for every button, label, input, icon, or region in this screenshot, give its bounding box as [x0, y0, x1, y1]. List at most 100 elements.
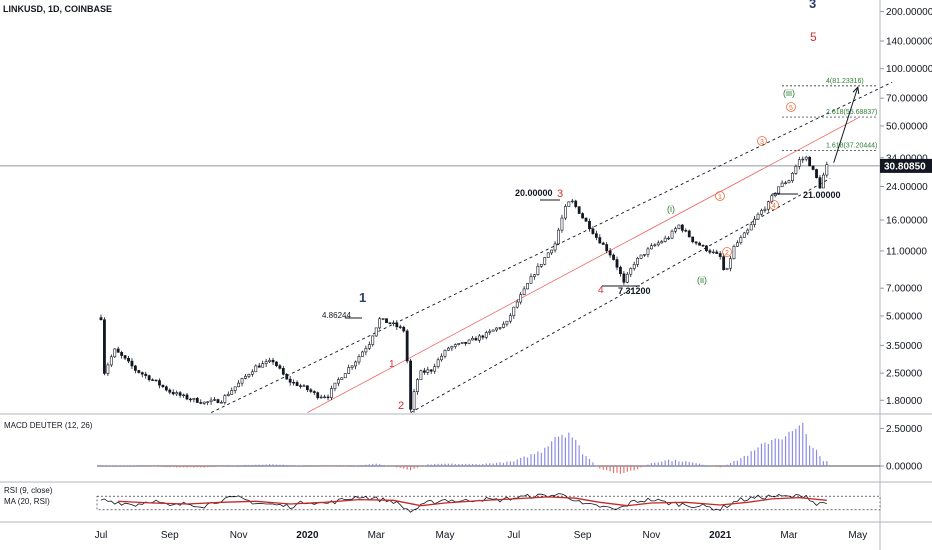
- candle-body: [477, 335, 481, 341]
- circled-wave-3-text: 3: [760, 139, 764, 146]
- candle-body: [333, 382, 337, 389]
- candle-body: [316, 392, 320, 399]
- candle-body: [705, 245, 708, 251]
- candle-body: [137, 370, 141, 373]
- candle-body: [453, 344, 457, 347]
- candle-body: [691, 236, 695, 243]
- candle-body: [447, 347, 450, 351]
- top-1-label: 4.86244: [322, 311, 351, 320]
- candle-body: [330, 388, 333, 398]
- candle-body: [632, 264, 636, 269]
- candle-body: [622, 273, 626, 283]
- candle-body: [484, 332, 488, 338]
- candle-body: [226, 394, 230, 397]
- candle-layer: [99, 155, 829, 413]
- candle-body: [467, 339, 471, 344]
- macd-label: MACD DEUTER (12, 26): [4, 421, 93, 430]
- candle-body: [649, 245, 653, 250]
- candle-body: [674, 228, 677, 232]
- candle-body: [433, 366, 437, 372]
- candle-body: [498, 327, 502, 329]
- candle-body: [536, 266, 540, 276]
- candle-body: [760, 210, 763, 215]
- price-tick-label: 7.00000: [886, 284, 923, 295]
- candle-body: [825, 164, 829, 176]
- last-price-label: 30.80850: [884, 161, 926, 172]
- candle-body: [560, 217, 564, 231]
- candle-body: [402, 326, 406, 332]
- candle-body: [281, 368, 285, 375]
- candle-body: [230, 390, 234, 395]
- candle-body: [202, 401, 206, 404]
- candle-body: [488, 330, 492, 333]
- candle-body: [109, 356, 113, 366]
- candle-body: [646, 248, 650, 255]
- price-axis[interactable]: 200.00000 140.00000 100.00000 70.00000 50.00…: [880, 7, 932, 407]
- candle-body: [784, 182, 787, 184]
- candle-body: [213, 399, 216, 401]
- candle-body: [550, 249, 554, 254]
- macd-tick-label: 2.50000: [886, 424, 923, 435]
- candle-body: [670, 230, 674, 239]
- candle-body: [515, 301, 519, 308]
- wave-2-red: 2: [398, 400, 404, 412]
- candle-body: [443, 349, 447, 357]
- channel-line-median: [307, 117, 858, 413]
- candle-body: [223, 395, 227, 403]
- candle-body: [140, 372, 144, 375]
- circled-wave-4-text: 4: [772, 203, 776, 210]
- wave-3-big: 3: [809, 0, 816, 11]
- candle-body: [684, 230, 688, 232]
- wave-1-red: 1: [389, 359, 395, 370]
- candle-body: [195, 397, 199, 403]
- candle-body: [457, 343, 461, 345]
- candle-body: [777, 186, 781, 194]
- candle-body: [419, 370, 423, 380]
- low-4-label: 7.31200: [618, 286, 651, 296]
- time-axis-label: Jul: [95, 530, 108, 541]
- circled-wave-5-text: 5: [789, 105, 793, 112]
- candle-body: [405, 330, 409, 362]
- symbol-title: LINKUSD, 1D, COINBASE: [3, 4, 112, 14]
- candle-body: [725, 267, 729, 270]
- wave-4-red: 4: [598, 285, 604, 296]
- channel-layer: [210, 81, 893, 414]
- candle-body: [409, 360, 413, 410]
- candle-body: [663, 237, 667, 242]
- candle-body: [240, 378, 244, 384]
- rsi-band: [96, 495, 881, 511]
- candle-body: [237, 382, 241, 388]
- candle-body: [116, 348, 120, 353]
- candle-body: [336, 379, 340, 384]
- candle-body: [660, 241, 664, 244]
- sub-wave-i: (i): [667, 204, 675, 214]
- candle-body: [450, 346, 454, 349]
- candle-body: [708, 250, 712, 253]
- candle-body: [735, 242, 739, 247]
- candle-body: [687, 230, 691, 238]
- candle-body: [278, 365, 282, 369]
- candle-body: [612, 254, 615, 260]
- candle-body: [113, 348, 117, 358]
- projection-arrowhead: [852, 86, 860, 95]
- candle-body: [460, 341, 464, 344]
- candle-body: [680, 224, 684, 231]
- candle-body: [598, 237, 602, 244]
- candle-body: [653, 244, 657, 247]
- price-tick-label: 50.00000: [886, 121, 928, 132]
- candle-body: [134, 365, 137, 371]
- time-axis[interactable]: Jul Sep Nov 2020 Mar May Jul Sep Nov 2021 Mar May: [95, 530, 868, 541]
- price-tick-label: 34.00000: [886, 153, 928, 164]
- candle-body: [388, 322, 392, 324]
- candle-body: [354, 361, 357, 367]
- wave-3-red: 3: [557, 188, 563, 200]
- candle-body: [347, 367, 351, 374]
- candle-body: [584, 217, 588, 222]
- candle-body: [130, 360, 134, 367]
- fib-target-label: 2.618(55.68837): [826, 109, 877, 116]
- candle-body: [756, 213, 760, 220]
- circled-wave-2-text: 2: [725, 250, 729, 257]
- candle-body: [302, 385, 306, 387]
- candle-body: [749, 224, 753, 231]
